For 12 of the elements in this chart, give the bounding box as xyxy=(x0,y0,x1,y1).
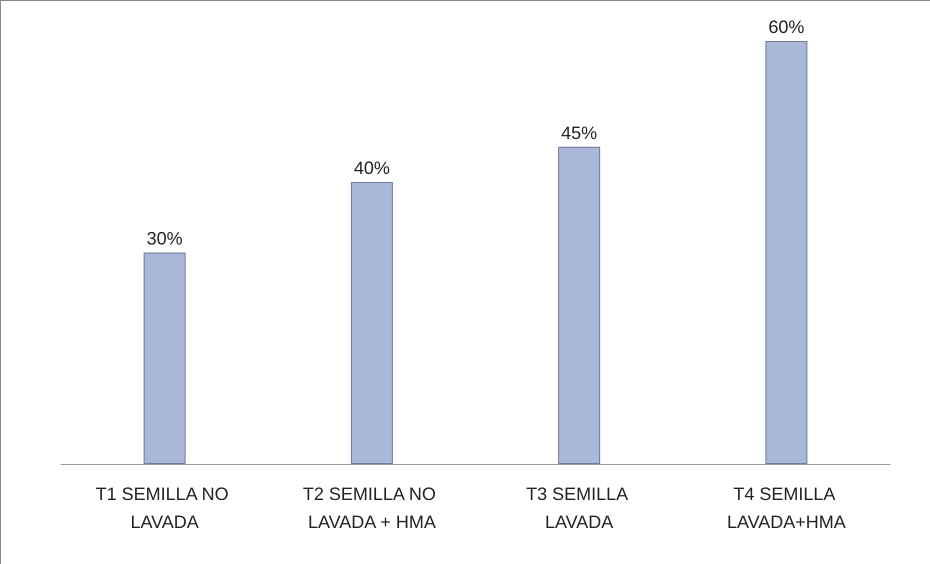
x-tick-label: T2 SEMILLA NO LAVADA + HMA xyxy=(302,484,441,532)
data-label: 45% xyxy=(561,122,598,143)
x-tick-label: T4 SEMILLA LAVADA+HMA xyxy=(726,484,846,532)
x-tick-label: T1 SEMILLA NO LAVADA xyxy=(96,484,234,532)
x-tick-label: T3 SEMILLA LAVADA xyxy=(526,484,632,532)
bar xyxy=(765,41,808,464)
bar xyxy=(144,252,186,464)
bar xyxy=(558,146,600,464)
bar xyxy=(350,182,393,464)
data-label: 40% xyxy=(354,158,390,178)
data-label: 60% xyxy=(768,17,804,37)
data-label: 30% xyxy=(146,228,183,248)
